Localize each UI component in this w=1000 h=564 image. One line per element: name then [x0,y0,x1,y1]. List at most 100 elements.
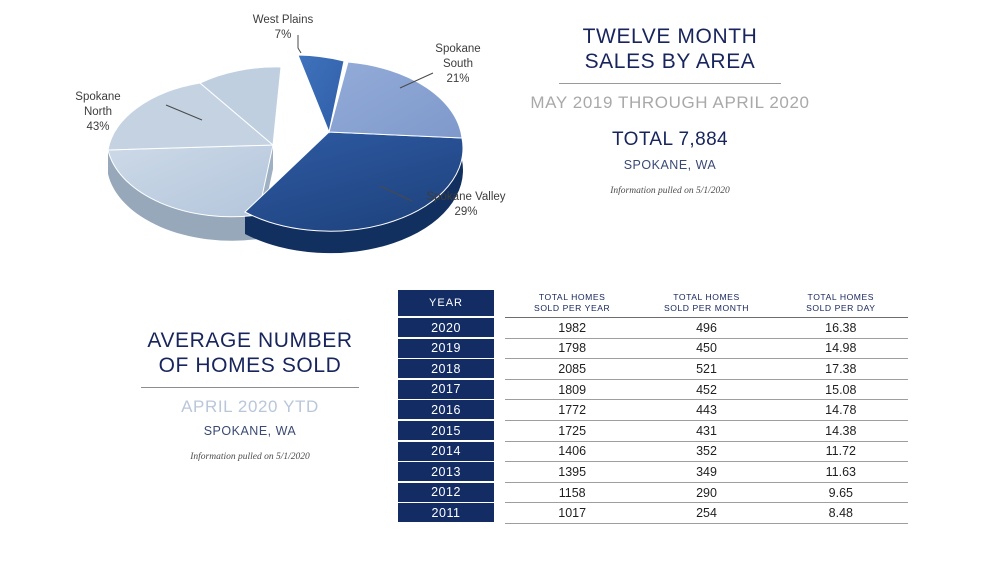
average-note: Information pulled on 5/1/2020 [190,452,310,462]
table-cell-per-day: 14.78 [825,403,857,418]
pie-label-spokane-valley: Spokane Valley 29% [426,190,505,220]
average-title-line1: AVERAGE NUMBER [147,329,353,352]
pie-slice-west-plains [297,54,345,134]
twelve-month-title-line2: SALES BY AREA [584,50,756,73]
pie-slice-spokane-valley [244,131,464,232]
table-cell-year: 2018 [398,359,494,379]
twelve-month-title-line1: TWELVE MONTH [582,25,758,48]
table-row: 2011 1017 254 8.48 [398,503,908,524]
table-cell-per-month: 290 [696,485,717,500]
twelve-month-note: Information pulled on 5/1/2020 [610,186,730,196]
pie-label-spokane-north: Spokane North 43% [75,90,120,135]
pie-label-west-plains: West Plains 7% [253,13,314,43]
pie-label-spokane-north-pct: 43% [86,121,110,133]
table-row: 2015 1725 431 14.38 [398,420,908,442]
pie-label-spokane-north-line1: Spokane [75,91,121,103]
pie-slice-spokane-north-upper [107,82,275,151]
pie-chart-panel: West Plains 7% Spokane South 21% Spokane… [40,0,540,265]
table-header-per-year: TOTAL HOMES SOLD PER YEAR [505,292,639,316]
table-header-per-month-line1: TOTAL HOMES [673,292,740,302]
table-body: 2020 1982 496 16.38 2019 1798 450 14.98 2018 2085… [398,318,908,524]
leader-line-spokane-valley [379,185,413,202]
table-cell-per-day: 16.38 [825,320,857,335]
twelve-month-subtitle: MAY 2019 THROUGH APRIL 2020 [530,93,810,112]
pie-label-spokane-south: Spokane South 21% [435,42,480,87]
table-row-data-area: 1406 352 11.72 [505,442,908,463]
pie-slice-spokane-north [107,144,274,218]
table-cell-year: 2020 [398,318,494,338]
twelve-month-divider [559,83,781,84]
table-cell-per-day: 8.48 [828,506,853,521]
table-cell-per-day: 9.65 [828,485,853,500]
pie-label-spokane-north-line2: North [83,106,113,118]
table-cell-per-month: 254 [696,506,717,521]
table-cell-year: 2012 [398,482,494,502]
pie-label-west-plains-name: West Plains [252,14,314,26]
table-cell-per-month: 450 [696,341,717,356]
average-divider [141,387,359,388]
homes-sold-table: YEAR TOTAL HOMES SOLD PER YEAR TOTAL HOM… [398,290,908,524]
table-row-data-area: 1982 496 16.38 [505,318,908,339]
table-cell-per-month: 496 [696,320,717,335]
table-header-per-month: TOTAL HOMES SOLD PER MONTH [639,292,773,316]
table-row-data-area: 1395 349 11.63 [505,462,908,483]
table-cell-year: 2019 [398,338,494,358]
table-cell-per-year: 1406 [558,444,587,459]
table-header-per-day-line2: SOLD PER DAY [806,302,876,313]
table-header-row: YEAR TOTAL HOMES SOLD PER YEAR TOTAL HOM… [398,290,908,318]
table-cell-per-year: 1395 [558,464,587,479]
table-cell-per-year: 1982 [558,320,587,335]
table-header-per-year-line1: TOTAL HOMES [538,292,606,302]
table-row-data-area: 1158 290 9.65 [505,483,908,504]
table-cell-per-month: 443 [696,403,717,418]
table-row: 2019 1798 450 14.98 [398,338,908,360]
table-row: 2018 2085 521 17.38 [398,359,908,380]
table-cell-per-month: 352 [696,444,717,459]
pie-label-west-plains-pct: 7% [274,29,292,41]
leader-line-spokane-south [399,72,434,89]
leader-line-west-plains [297,35,302,54]
table-cell-per-month: 452 [696,382,717,397]
table-cell-per-year: 2085 [558,361,587,376]
table-cell-per-day: 11.63 [825,464,856,479]
table-row-data-area: 1725 431 14.38 [505,421,908,442]
table-cell-per-day: 14.38 [825,423,857,438]
table-row: 2017 1809 452 15.08 [398,379,908,401]
table-cell-per-year: 1158 [558,485,586,500]
table-row-data-area: 1798 450 14.98 [505,339,908,360]
table-cell-year: 2015 [398,420,494,441]
table-header-per-day: TOTAL HOMES SOLD PER DAY [774,292,908,316]
pie-label-spokane-valley-pct: 29% [454,206,478,218]
table-row: 2016 1772 443 14.78 [398,400,908,421]
pie-slice-spokane-south [328,61,463,139]
table-row-data-area: 1772 443 14.78 [505,400,908,421]
twelve-month-header-panel: TWELVE MONTH SALES BY AREA MAY 2019 THRO… [520,24,820,196]
table-header-per-month-line2: SOLD PER MONTH [663,302,750,313]
table-cell-per-month: 521 [696,361,717,376]
table-header-year: YEAR [398,290,494,316]
table-header-per-day-line1: TOTAL HOMES [807,292,875,302]
table-cell-per-year: 1017 [558,506,587,521]
table-cell-per-month: 349 [696,464,717,479]
table-cell-year: 2017 [398,379,494,399]
sales-by-area-pie-chart [107,35,464,254]
table-cell-per-day: 17.38 [825,361,857,376]
pie-slice-side-spokane-valley [245,138,464,254]
table-header-per-year-line2: SOLD PER YEAR [534,302,611,313]
table-cell-per-day: 11.72 [825,444,856,459]
table-cell-per-month: 431 [696,423,717,438]
average-title-line2: OF HOMES SOLD [158,354,342,377]
table-row-data-area: 1809 452 15.08 [505,380,908,401]
average-subtitle: APRIL 2020 YTD [181,397,319,416]
table-cell-year: 2011 [398,503,494,523]
pie-slice-spokane-north-top [199,66,282,146]
table-row: 2013 1395 349 11.63 [398,462,908,483]
average-homes-sold-panel: AVERAGE NUMBER OF HOMES SOLD APRIL 2020 … [100,328,400,462]
table-row: 2014 1406 352 11.72 [398,441,908,463]
pie-label-spokane-valley-name: Spokane Valley [426,191,506,203]
table-cell-year: 2016 [398,400,494,420]
table-row: 2020 1982 496 16.38 [398,318,908,339]
table-cell-year: 2014 [398,441,494,461]
table-cell-per-day: 14.98 [825,341,857,356]
table-cell-per-year: 1725 [558,423,587,438]
